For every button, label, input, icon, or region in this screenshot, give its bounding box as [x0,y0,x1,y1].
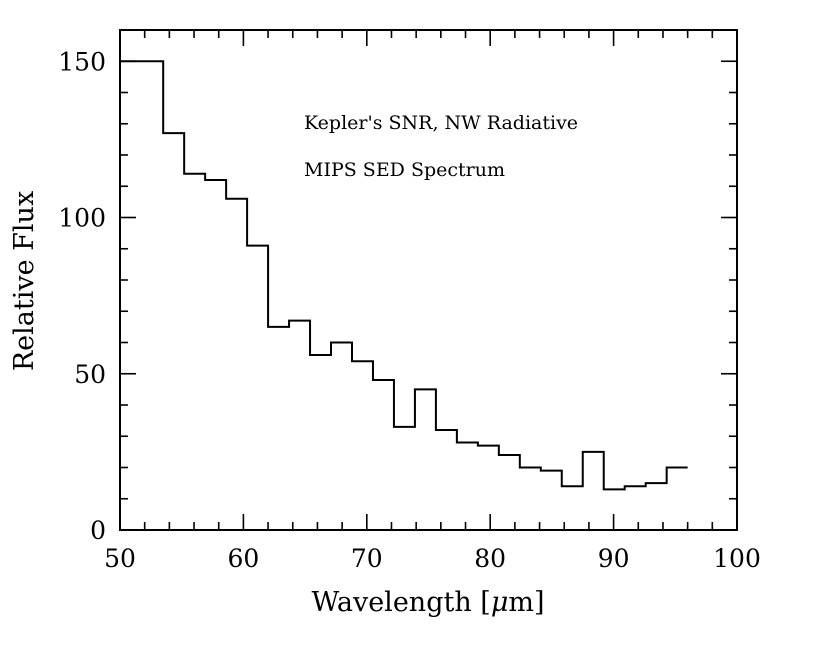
y-tick-label: 50 [74,360,106,389]
flux-step-line [120,60,688,491]
x-tick-label: 70 [351,544,383,573]
x-tick-label: 80 [474,544,506,573]
x-tick-label: 60 [227,544,259,573]
y-tick-labels: 0 50 100 150 [58,47,106,545]
tick-marks [119,29,738,531]
annotation-subtitle: MIPS SED Spectrum [304,159,505,181]
annotation-title: Kepler's SNR, NW Radiative [304,112,578,134]
y-tick-label: 100 [58,204,106,233]
x-tick-label: 50 [104,544,136,573]
x-tick-label: 100 [713,544,761,573]
plot-frame [119,29,738,531]
x-tick-labels: 50 60 70 80 90 100 [104,544,761,573]
y-tick-label: 150 [58,47,106,76]
y-tick-label: 0 [90,516,106,545]
y-axis-label: Relative Flux [9,191,40,371]
x-axis-label: Wavelength [μm] [311,587,544,618]
x-tick-label: 90 [598,544,630,573]
